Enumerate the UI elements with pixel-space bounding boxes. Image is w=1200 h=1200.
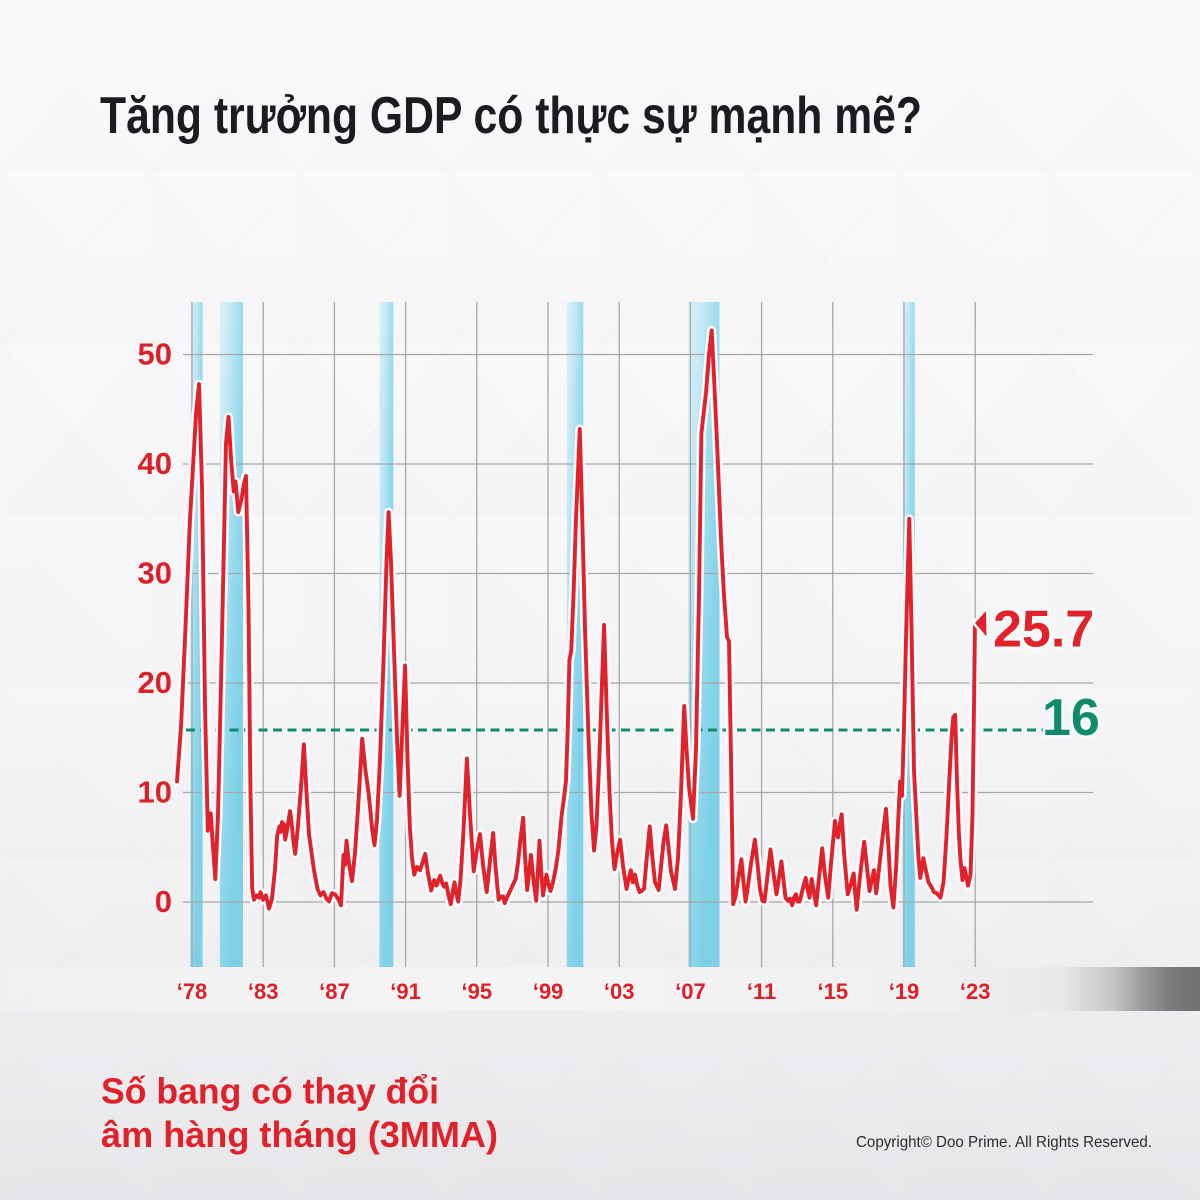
- svg-text:‘99: ‘99: [533, 979, 564, 1004]
- svg-text:‘83: ‘83: [248, 979, 279, 1004]
- svg-text:10: 10: [138, 774, 172, 809]
- svg-text:‘87: ‘87: [319, 979, 350, 1004]
- svg-text:Tăng trưởng GDP có thực sự mạn: Tăng trưởng GDP có thực sự mạnh mẽ?: [100, 87, 922, 145]
- svg-text:‘11: ‘11: [747, 979, 776, 1004]
- svg-text:Số bang có thay đổi: Số bang có thay đổi: [101, 1071, 439, 1112]
- svg-text:40: 40: [138, 446, 172, 481]
- svg-text:‘91: ‘91: [390, 979, 421, 1004]
- svg-text:16: 16: [1042, 689, 1100, 747]
- svg-text:50: 50: [138, 336, 172, 371]
- svg-text:‘15: ‘15: [818, 979, 849, 1004]
- svg-text:‘03: ‘03: [604, 979, 635, 1004]
- svg-text:20: 20: [138, 665, 172, 700]
- svg-text:âm hàng tháng (3MMA): âm hàng tháng (3MMA): [101, 1114, 498, 1155]
- svg-text:25.7: 25.7: [993, 601, 1094, 659]
- svg-text:‘23: ‘23: [960, 979, 991, 1004]
- svg-text:‘19: ‘19: [889, 979, 920, 1004]
- svg-text:‘07: ‘07: [675, 979, 706, 1004]
- svg-text:Copyright© Doo Prime. All Righ: Copyright© Doo Prime. All Rights Reserve…: [856, 1134, 1152, 1151]
- svg-text:‘78: ‘78: [177, 979, 208, 1004]
- svg-text:‘95: ‘95: [462, 979, 493, 1004]
- svg-text:0: 0: [155, 884, 172, 919]
- svg-text:30: 30: [138, 555, 172, 590]
